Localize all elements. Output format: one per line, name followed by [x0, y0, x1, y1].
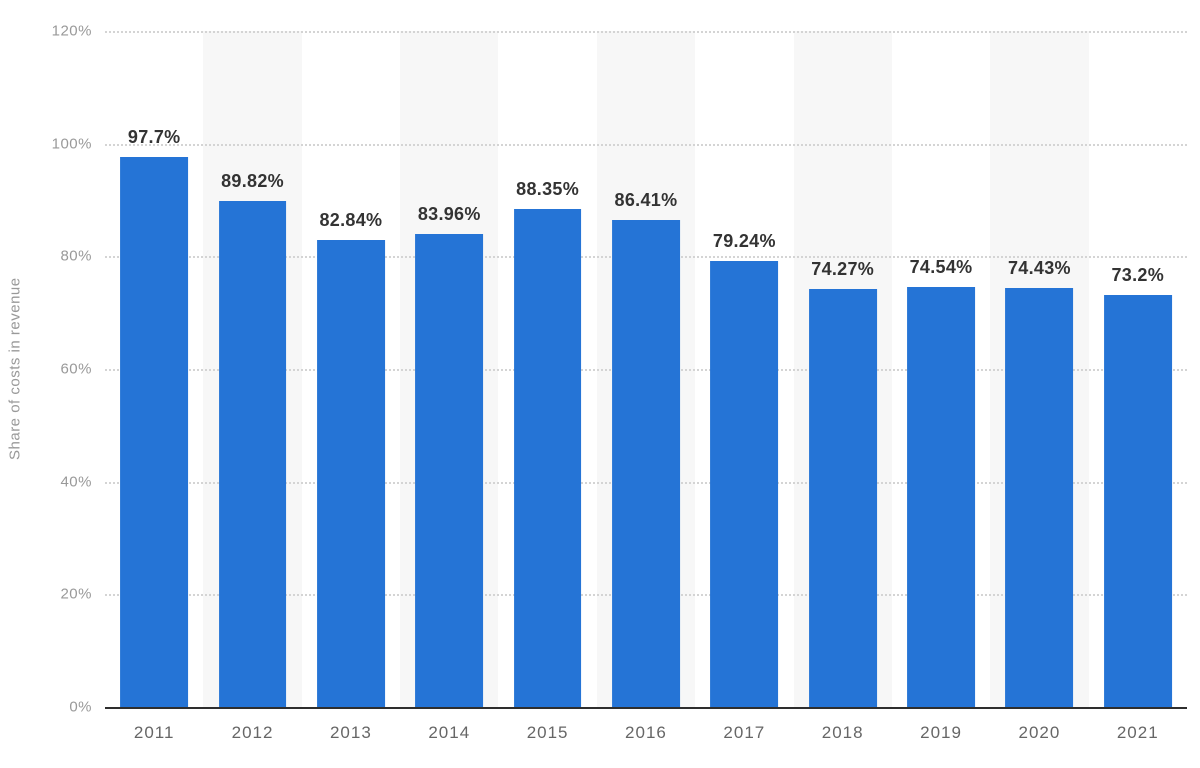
bar-value-label: 82.84% [319, 210, 383, 231]
x-tick-label: 2017 [723, 723, 766, 742]
bar-column: 89.82% 2012 [203, 31, 301, 742]
bar [1005, 287, 1074, 707]
bar [710, 260, 779, 707]
bar [415, 234, 484, 707]
bar-column: 74.54% 2019 [892, 31, 990, 742]
bar-value-label: 79.24% [712, 230, 776, 251]
x-tick-label: 2016 [625, 723, 667, 742]
bar-value-label: 83.96% [417, 204, 481, 225]
y-tick-label: 0% [69, 698, 92, 716]
bar [907, 287, 975, 707]
bar [513, 209, 582, 707]
y-tick-label: 100% [51, 135, 92, 153]
bar-column: 97.7% 2011 [105, 31, 203, 742]
bar-value-label: 97.7% [127, 126, 181, 147]
bar-column: 74.27% 2018 [794, 31, 892, 742]
x-tick-label: 2020 [1018, 723, 1061, 742]
y-tick-label: 20% [60, 585, 92, 603]
bar [316, 240, 385, 707]
x-tick-label: 2018 [821, 723, 864, 742]
x-tick-label: 2011 [133, 723, 175, 742]
y-tick-label: 40% [60, 473, 92, 491]
bar-column: 86.41% 2016 [597, 31, 695, 742]
x-tick-label: 2012 [231, 723, 274, 742]
plot-area: 97.7% 2011 89.82% 2012 82.84% 2013 83.96% 2014 8… [105, 31, 1187, 742]
x-tick-label: 2013 [329, 723, 372, 742]
x-tick-label: 2019 [920, 723, 962, 742]
x-tick-label: 2015 [526, 723, 569, 742]
x-tick-label: 2021 [1116, 723, 1159, 742]
gridline [105, 31, 1187, 33]
y-tick-label: 80% [60, 247, 92, 265]
bars-layer: 97.7% 2011 89.82% 2012 82.84% 2013 83.96% 2014 8… [105, 31, 1187, 742]
bar-column: 82.84% 2013 [302, 31, 400, 742]
bar [808, 288, 877, 707]
bar [1103, 294, 1172, 707]
bar-column: 88.35% 2015 [498, 31, 596, 742]
x-tick-label: 2014 [428, 723, 471, 742]
bar-column: 83.96% 2014 [400, 31, 498, 742]
bar-value-label: 74.27% [811, 258, 875, 279]
bar-value-label: 89.82% [221, 171, 284, 192]
bar-column: 74.43% 2020 [990, 31, 1088, 742]
bar-value-label: 88.35% [516, 179, 580, 200]
bar [120, 156, 189, 707]
bar-value-label: 74.54% [909, 257, 973, 278]
gridline [105, 143, 1187, 146]
y-tick-label: 60% [60, 360, 92, 378]
bar-value-label: 86.41% [614, 190, 678, 211]
bar [218, 201, 287, 707]
bar-column: 73.2% 2021 [1089, 31, 1187, 742]
bar-column: 79.24% 2017 [695, 31, 793, 742]
bar-value-label: 73.2% [1111, 264, 1165, 285]
y-tick-label: 120% [51, 22, 92, 40]
bar-value-label: 74.43% [1007, 257, 1071, 278]
bar [612, 220, 680, 707]
